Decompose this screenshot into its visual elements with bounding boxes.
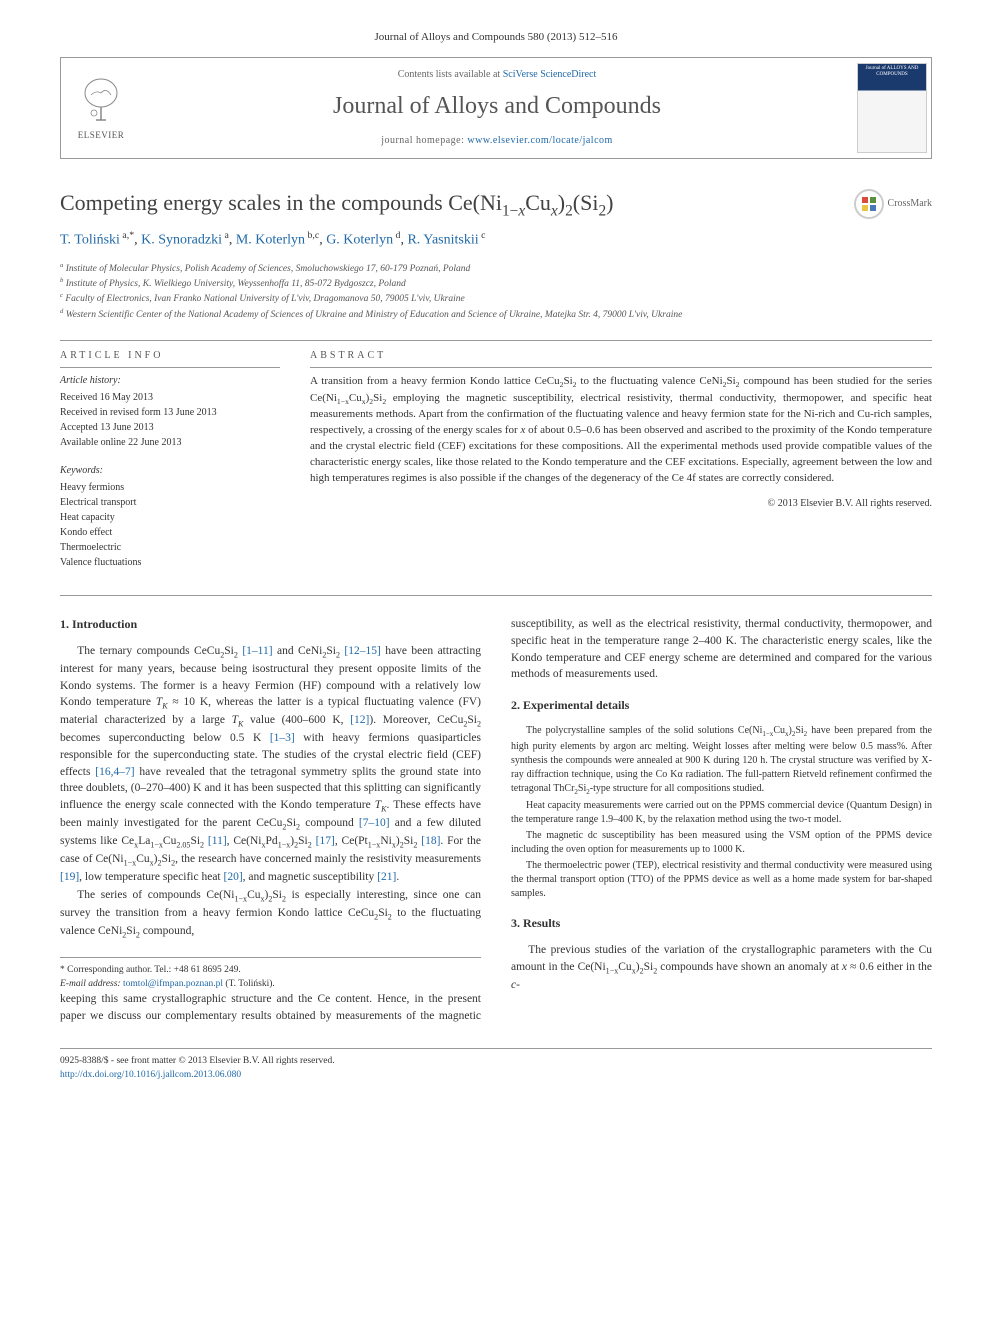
keywords-list: Heavy fermionsElectrical transportHeat c… (60, 480, 280, 570)
header-center: Contents lists available at SciVerse Sci… (141, 58, 853, 158)
journal-name: Journal of Alloys and Compounds (141, 90, 853, 124)
affiliations: a Institute of Molecular Physics, Polish… (60, 261, 932, 323)
abstract-column: ABSTRACT A transition from a heavy fermi… (310, 349, 932, 570)
article-title: Competing energy scales in the compounds… (60, 189, 834, 221)
author-list: T. Toliński a,*, K. Synoradzki a, M. Kot… (60, 229, 932, 250)
intro-para-1: The ternary compounds CeCu2Si2 [1–11] an… (60, 643, 481, 885)
crossmark-badge[interactable]: CrossMark (854, 189, 932, 219)
article-info-column: ARTICLE INFO Article history: Received 1… (60, 349, 280, 570)
history-heading: Article history: (60, 374, 280, 388)
doi-link[interactable]: http://dx.doi.org/10.1016/j.jallcom.2013… (60, 1070, 241, 1080)
keywords-heading: Keywords: (60, 464, 280, 478)
journal-cover-thumb: Journal of ALLOYS AND COMPOUNDS (857, 63, 927, 153)
title-row: Competing energy scales in the compounds… (60, 189, 932, 221)
article-info-heading: ARTICLE INFO (60, 349, 280, 368)
exp-para-1: The polycrystalline samples of the solid… (511, 724, 932, 798)
journal-reference: Journal of Alloys and Compounds 580 (201… (60, 30, 932, 45)
issn-line: 0925-8388/$ - see front matter © 2013 El… (60, 1055, 932, 1068)
divider (60, 340, 932, 341)
intro-para-2: The series of compounds Ce(Ni1−xCux)2Si2… (60, 887, 481, 941)
homepage-line: journal homepage: www.elsevier.com/locat… (141, 134, 853, 148)
history-list: Received 16 May 2013Received in revised … (60, 390, 280, 450)
corresponding-author: * Corresponding author. Tel.: +48 61 869… (60, 964, 481, 977)
experimental-heading: 2. Experimental details (511, 697, 932, 714)
exp-para-2: Heat capacity measurements were carried … (511, 799, 932, 827)
body-two-columns: 1. Introduction The ternary compounds Ce… (60, 616, 932, 1024)
abstract-heading: ABSTRACT (310, 349, 932, 368)
divider (60, 595, 932, 596)
exp-para-4: The thermoelectric power (TEP), electric… (511, 859, 932, 901)
contents-available-line: Contents lists available at SciVerse Sci… (141, 68, 853, 82)
publisher-logo: ELSEVIER (61, 63, 141, 153)
crossmark-icon (854, 189, 884, 219)
journal-header-box: ELSEVIER Contents lists available at Sci… (60, 57, 932, 159)
email-line: E-mail address: tomtol@ifmpan.poznan.pl … (60, 978, 481, 991)
crossmark-label: CrossMark (888, 197, 932, 211)
footnote-block: * Corresponding author. Tel.: +48 61 869… (60, 957, 481, 991)
email-link[interactable]: tomtol@ifmpan.poznan.pl (123, 979, 223, 989)
sciencedirect-link[interactable]: SciVerse ScienceDirect (503, 69, 597, 80)
abstract-text: A transition from a heavy fermion Kondo … (310, 374, 932, 486)
results-para-1: The previous studies of the variation of… (511, 942, 932, 993)
elsevier-tree-icon (76, 75, 126, 125)
info-abstract-row: ARTICLE INFO Article history: Received 1… (60, 349, 932, 570)
publisher-name: ELSEVIER (78, 129, 125, 142)
exp-para-3: The magnetic dc susceptibility has been … (511, 829, 932, 857)
footer: 0925-8388/$ - see front matter © 2013 El… (60, 1048, 932, 1082)
homepage-link[interactable]: www.elsevier.com/locate/jalcom (467, 135, 612, 146)
cover-title: Journal of ALLOYS AND COMPOUNDS (858, 64, 926, 79)
results-heading: 3. Results (511, 915, 932, 932)
abstract-copyright: © 2013 Elsevier B.V. All rights reserved… (310, 497, 932, 511)
intro-heading: 1. Introduction (60, 616, 481, 633)
